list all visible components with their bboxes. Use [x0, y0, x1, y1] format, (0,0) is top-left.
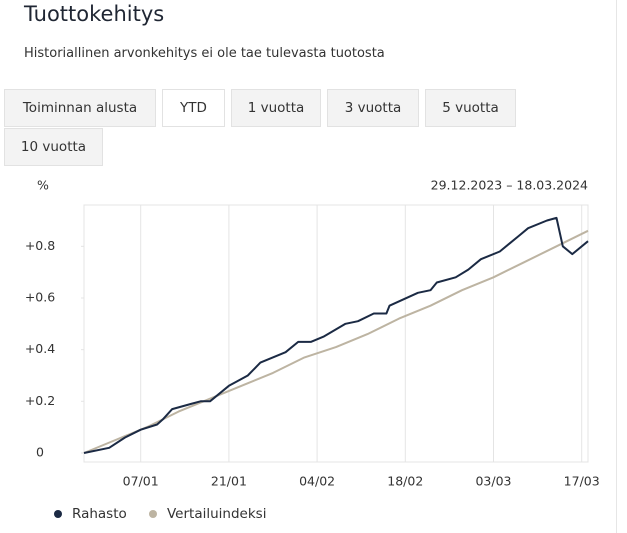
series-line [83, 216, 589, 454]
legend-label: Rahasto [72, 506, 127, 522]
plot-frame [83, 204, 589, 463]
y-unit: % [37, 178, 49, 193]
tab[interactable]: Toiminnan alusta [4, 89, 156, 127]
y-tick-label: +0.2 [25, 393, 55, 408]
card-edge [616, 0, 617, 533]
y-tick-label: 0 [36, 444, 44, 459]
legend-label: Vertailuindeksi [167, 506, 266, 522]
title: Tuottokehitys [24, 2, 165, 26]
x-tick-label: 17/03 [564, 474, 600, 489]
tab[interactable]: 1 vuotta [231, 89, 321, 127]
y-tick-label: +0.8 [25, 238, 55, 253]
subtitle: Historiallinen arvonkehitys ei ole tae t… [24, 46, 385, 61]
tab[interactable]: 10 vuotta [4, 128, 103, 166]
x-tick-label: 03/03 [475, 474, 511, 489]
tab[interactable]: 3 vuotta [327, 89, 419, 127]
x-tick-label: 07/01 [123, 474, 159, 489]
legend-marker [54, 510, 62, 518]
x-tick-label: 04/02 [299, 474, 335, 489]
series-line [83, 229, 589, 454]
y-tick-label: +0.6 [25, 289, 55, 304]
y-tick-label: +0.4 [25, 341, 55, 356]
x-tick-label: 21/01 [211, 474, 247, 489]
date-range: 29.12.2023 – 18.03.2024 [431, 178, 588, 193]
tab[interactable]: 5 vuotta [425, 89, 516, 127]
tab[interactable]: YTD [162, 89, 225, 127]
legend-marker [149, 510, 157, 518]
x-tick-label: 18/02 [387, 474, 423, 489]
